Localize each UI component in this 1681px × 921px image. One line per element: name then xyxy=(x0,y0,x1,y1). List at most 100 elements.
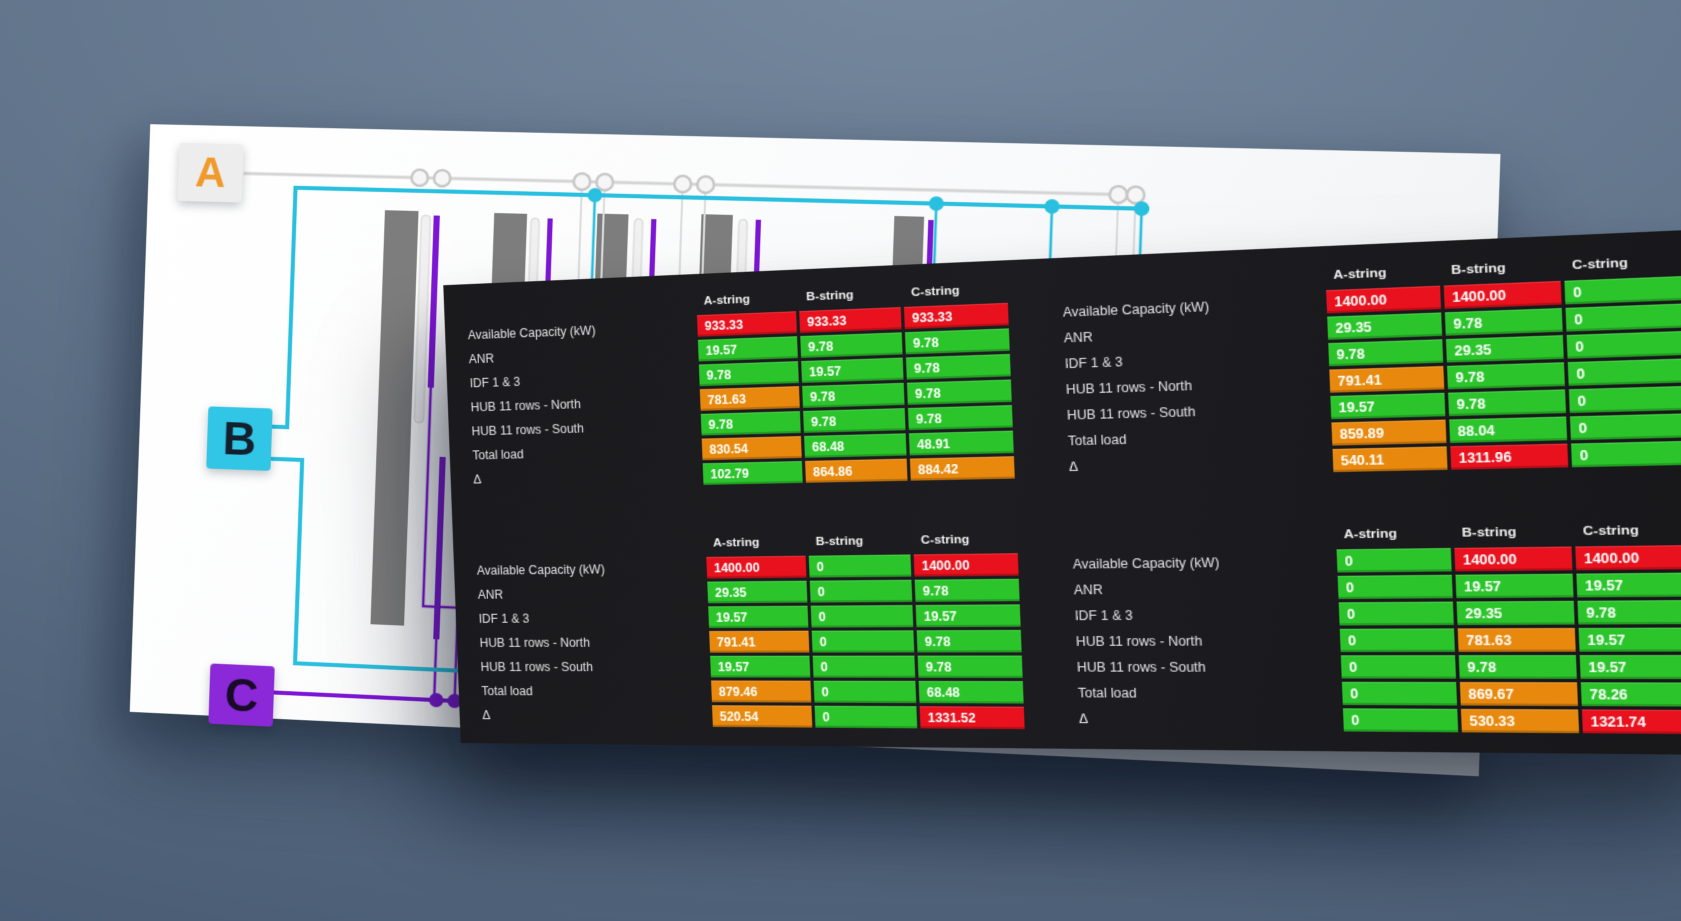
value-cell: 0 xyxy=(1567,358,1681,386)
capacity-table-top-left: A-string B-string C-string Available Capaci… xyxy=(462,276,1035,491)
breaker-node xyxy=(697,176,714,193)
value-cell: 0 xyxy=(808,554,912,578)
row-label: HUB 11 rows - North xyxy=(479,635,591,650)
value-cell: 9.78 xyxy=(1444,308,1563,336)
capacity-table-bottom-left: A-string B-string C-string Available Capaci… xyxy=(471,527,1045,731)
row-label: Δ xyxy=(1068,458,1079,474)
feed-b-letter: B xyxy=(221,411,258,466)
value-cell: 0 xyxy=(1342,708,1458,733)
row-label: Δ xyxy=(482,707,491,722)
value-cell: 19.57 xyxy=(708,605,809,628)
value-cell: 9.78 xyxy=(914,578,1020,602)
row-label: IDF 1 & 3 xyxy=(1074,607,1134,623)
value-cell: 1400.00 xyxy=(1453,546,1572,572)
feed-c-tag: C xyxy=(208,663,275,727)
value-cell: 0 xyxy=(1570,440,1681,468)
value-cell: 9.78 xyxy=(1576,600,1681,625)
value-cell: 0 xyxy=(1339,628,1455,652)
value-cell: 102.79 xyxy=(702,461,803,485)
feed-c-nodes xyxy=(428,692,463,709)
value-cell: 9.78 xyxy=(905,353,1011,380)
breaker-node xyxy=(434,170,451,187)
value-cell: 884.42 xyxy=(909,456,1015,481)
value-cell: 9.78 xyxy=(698,361,799,387)
row-label: HUB 11 rows - North xyxy=(1075,633,1203,649)
column-header: A-string xyxy=(703,292,751,308)
value-cell: 859.89 xyxy=(1330,419,1446,446)
value-cell: 0 xyxy=(1341,681,1457,706)
value-cell: 540.11 xyxy=(1331,446,1447,473)
value-cell: 9.78 xyxy=(916,629,1022,653)
value-cell: 1400.00 xyxy=(1574,545,1681,571)
value-cell: 9.78 xyxy=(1447,389,1566,417)
value-cell: 1400.00 xyxy=(1443,280,1561,309)
capacity-table-bottom-right: A-string B-string C-string Available Capaci… xyxy=(1066,517,1681,736)
value-cell: 19.57 xyxy=(1329,392,1445,420)
value-cell: 88.04 xyxy=(1448,416,1567,443)
value-cell: 869.67 xyxy=(1459,682,1578,707)
rack-bar xyxy=(370,210,419,626)
row-label: HUB 11 rows - South xyxy=(1076,659,1206,675)
value-cell: 0 xyxy=(1338,601,1454,626)
row-label: Available Capacity (kW) xyxy=(1072,554,1220,572)
value-cell: 9.78 xyxy=(904,328,1010,355)
value-cell: 0 xyxy=(1340,655,1456,679)
row-label: IDF 1 & 3 xyxy=(478,611,530,626)
value-cell: 933.33 xyxy=(799,307,902,333)
value-cell: 9.78 xyxy=(1327,339,1443,367)
dashboard-panel: A-string B-string C-string Available Capaci… xyxy=(443,228,1681,756)
value-cell: 791.41 xyxy=(709,630,810,653)
row-label: HUB 11 rows - South xyxy=(1066,403,1196,423)
feed-c-letter: C xyxy=(223,668,260,722)
table-corner-spacer xyxy=(471,532,703,556)
value-cell: 0 xyxy=(1337,574,1453,600)
feed-c-node xyxy=(428,692,444,708)
value-cell: 1400.00 xyxy=(913,553,1019,577)
value-cell: 9.78 xyxy=(800,332,903,358)
value-cell: 530.33 xyxy=(1460,708,1579,734)
value-cell: 1331.52 xyxy=(919,706,1025,730)
value-cell: 29.35 xyxy=(1326,312,1442,340)
value-cell: 0 xyxy=(1563,276,1681,305)
value-cell: 29.35 xyxy=(1445,335,1564,363)
value-cell: 1400.00 xyxy=(1325,285,1441,314)
column-header: A-string xyxy=(1333,266,1387,282)
value-cell: 0 xyxy=(809,579,913,603)
row-label: Available Capacity (kW) xyxy=(476,561,605,578)
value-cell: 1400.00 xyxy=(706,555,807,579)
column-header: B-string xyxy=(1450,261,1506,277)
value-cell: 29.35 xyxy=(1455,600,1575,626)
value-cell: 933.33 xyxy=(696,311,797,337)
value-cell: 830.54 xyxy=(701,436,802,461)
row-label: ANR xyxy=(477,587,504,602)
value-cell: 0 xyxy=(1569,413,1681,441)
value-cell: 19.57 xyxy=(801,357,904,383)
column-header: B-string xyxy=(805,288,854,304)
value-cell: 0 xyxy=(1564,303,1681,332)
value-cell: 48.91 xyxy=(908,430,1014,456)
column-header: A-string xyxy=(712,536,760,550)
row-label: Total load xyxy=(481,683,533,698)
value-cell: 9.78 xyxy=(906,379,1012,405)
row-label: HUB 11 rows - South xyxy=(471,420,584,438)
row-label: HUB 11 rows - North xyxy=(470,396,581,414)
value-cell: 791.41 xyxy=(1328,366,1444,393)
table-corner-spacer xyxy=(1066,523,1333,549)
column-header: A-string xyxy=(1343,526,1398,541)
value-cell: 9.78 xyxy=(700,411,801,436)
column-header: C-string xyxy=(920,533,970,547)
value-cell: 68.48 xyxy=(918,680,1024,704)
breaker-node xyxy=(1109,186,1127,203)
value-cell: 19.57 xyxy=(1575,572,1681,598)
value-cell: 19.57 xyxy=(697,336,798,362)
value-cell: 0 xyxy=(811,630,915,653)
value-cell: 0 xyxy=(813,680,917,704)
value-cell: 520.54 xyxy=(712,705,813,728)
value-cell: 19.57 xyxy=(915,604,1021,628)
feed-a-letter: A xyxy=(194,148,227,197)
value-cell: 9.78 xyxy=(1446,362,1565,390)
breaker-node xyxy=(1127,186,1145,203)
value-cell: 19.57 xyxy=(1579,655,1681,680)
value-cell: 68.48 xyxy=(804,433,907,458)
